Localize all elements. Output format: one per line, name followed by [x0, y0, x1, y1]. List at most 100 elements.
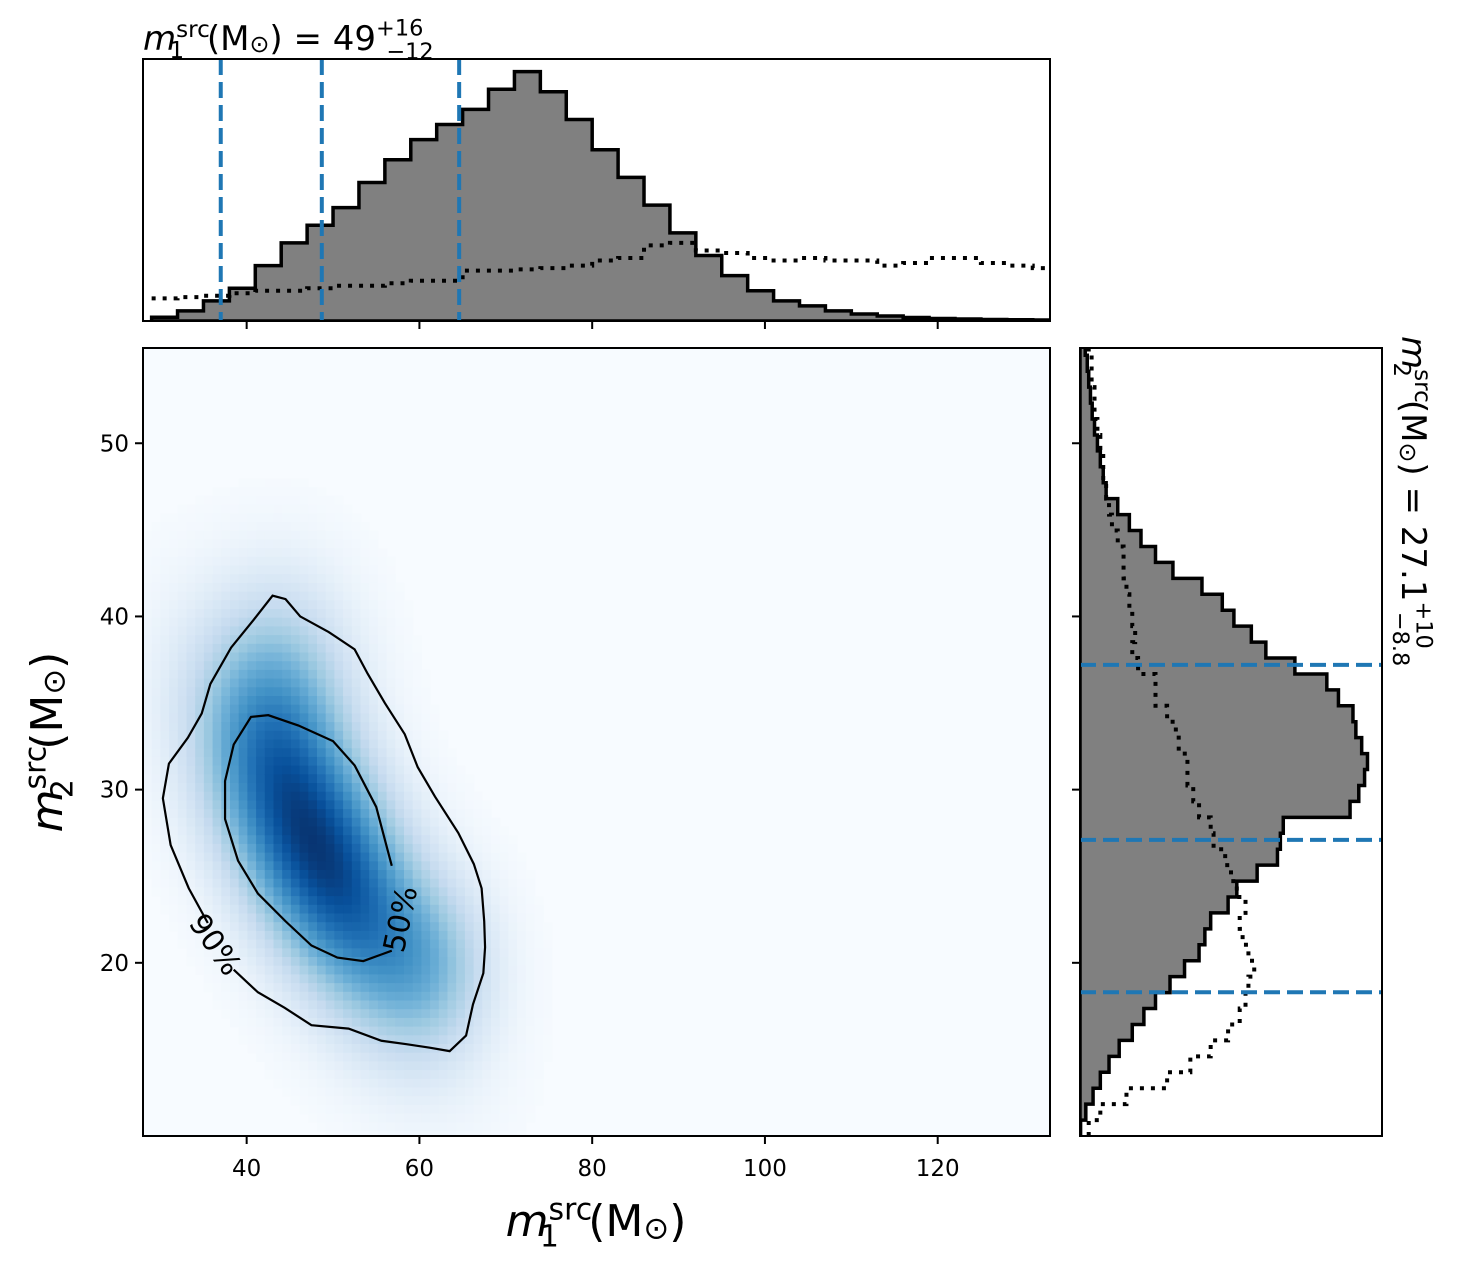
heatmap-cell: [317, 965, 327, 975]
heatmap-cell: [264, 617, 275, 627]
heatmap-cell: [360, 974, 370, 984]
heatmap-cell: [230, 826, 240, 836]
heatmap-cell: [525, 1052, 536, 1062]
heatmap-cell: [334, 809, 344, 819]
heatmap-cell: [177, 791, 188, 801]
heatmap-cell: [299, 1070, 309, 1080]
heatmap-cell: [177, 843, 188, 854]
heatmap-cell: [404, 1096, 414, 1106]
heatmap-cell: [377, 1078, 388, 1089]
heatmap-cell: [247, 609, 257, 619]
heatmap-cell: [169, 713, 179, 723]
heatmap-cell: [351, 922, 362, 932]
heatmap-cell: [412, 687, 422, 697]
heatmap-cell: [256, 756, 266, 767]
heatmap-cell: [195, 878, 205, 888]
heatmap-cell: [438, 739, 449, 749]
heatmap-cell: [169, 530, 179, 540]
heatmap-cell: [412, 765, 422, 775]
heatmap-cell: [256, 1017, 266, 1028]
heatmap-cell: [491, 1061, 501, 1071]
heatmap-cell: [151, 765, 161, 775]
heatmap-cell: [473, 1131, 483, 1136]
heatmap-cell: [264, 835, 275, 845]
heatmap-cell: [195, 669, 205, 680]
right-marginal-panel: msrc2 (M⊙) = 27.1+10−8.8: [1072, 336, 1436, 1137]
heatmap-cell: [160, 852, 170, 862]
heatmap-cell: [143, 704, 153, 714]
heatmap-cell: [230, 922, 240, 932]
heatmap-cell: [525, 1044, 536, 1054]
heatmap-cell: [351, 539, 362, 549]
heatmap-cell: [438, 835, 449, 845]
m1-axis-label: msrc 1 (M⊙): [506, 1192, 687, 1254]
heatmap-cell: [230, 913, 240, 923]
heatmap-cell: [351, 826, 362, 836]
joint-density-heatmap: [143, 478, 553, 1136]
heatmap-cell: [212, 835, 222, 845]
heatmap-cell: [421, 991, 431, 1002]
heatmap-cell: [299, 1087, 309, 1097]
heatmap-cell: [464, 835, 475, 845]
heatmap-cell: [317, 930, 327, 941]
heatmap-cell: [221, 991, 231, 1002]
heatmap-cell: [160, 591, 170, 601]
heatmap-cell: [308, 1113, 318, 1123]
heatmap-cell: [186, 878, 196, 888]
heatmap-cell: [421, 957, 431, 967]
heatmap-cell: [238, 904, 248, 915]
heatmap-cell: [430, 1061, 440, 1071]
heatmap-cell: [203, 669, 214, 680]
heatmap-cell: [404, 617, 414, 627]
xtick-label: 100: [743, 1156, 787, 1182]
heatmap-cell: [412, 1035, 422, 1045]
heatmap-cell: [438, 965, 449, 975]
heatmap-cell: [299, 791, 309, 801]
heatmap-cell: [491, 974, 501, 984]
heatmap-cell: [186, 948, 196, 958]
heatmap-cell: [395, 922, 405, 932]
heatmap-cell: [517, 1096, 527, 1106]
heatmap-cell: [360, 522, 370, 532]
heatmap-cell: [482, 800, 492, 810]
heatmap-cell: [525, 930, 536, 941]
heatmap-cell: [238, 887, 248, 897]
heatmap-cell: [290, 1061, 301, 1071]
heatmap-cell: [325, 843, 335, 854]
heatmap-cell: [282, 817, 292, 828]
heatmap-cell: [273, 930, 283, 941]
heatmap-cell: [525, 1009, 536, 1019]
heatmap-cell: [543, 1044, 553, 1054]
heatmap-cell: [325, 582, 335, 593]
heatmap-cell: [308, 487, 318, 497]
heatmap-cell: [238, 756, 248, 767]
heatmap-cell: [325, 756, 335, 767]
heatmap-cell: [273, 974, 283, 984]
heatmap-cell: [230, 957, 240, 967]
heatmap-cell: [508, 948, 518, 958]
heatmap-cell: [369, 948, 379, 958]
heatmap-cell: [256, 609, 266, 619]
heatmap-cell: [256, 878, 266, 888]
heatmap-cell: [334, 713, 344, 723]
heatmap-cell: [273, 1052, 283, 1062]
heatmap-cell: [238, 800, 248, 810]
heatmap-cell: [273, 957, 283, 967]
heatmap-cell: [360, 1061, 370, 1071]
heatmap-cell: [421, 791, 431, 801]
heatmap-cell: [343, 1113, 353, 1123]
heatmap-cell: [308, 809, 318, 819]
heatmap-cell: [377, 991, 388, 1002]
heatmap-cell: [473, 878, 483, 888]
heatmap-cell: [386, 591, 396, 601]
heatmap-cell: [308, 548, 318, 558]
heatmap-cell: [395, 1078, 405, 1089]
heatmap-cell: [177, 522, 188, 532]
heatmap-cell: [160, 896, 170, 906]
heatmap-cell: [256, 722, 266, 732]
heatmap-cell: [508, 922, 518, 932]
heatmap-cell: [325, 1052, 335, 1062]
heatmap-cell: [290, 870, 301, 880]
heatmap-cell: [264, 556, 275, 567]
heatmap-cell: [264, 748, 275, 758]
